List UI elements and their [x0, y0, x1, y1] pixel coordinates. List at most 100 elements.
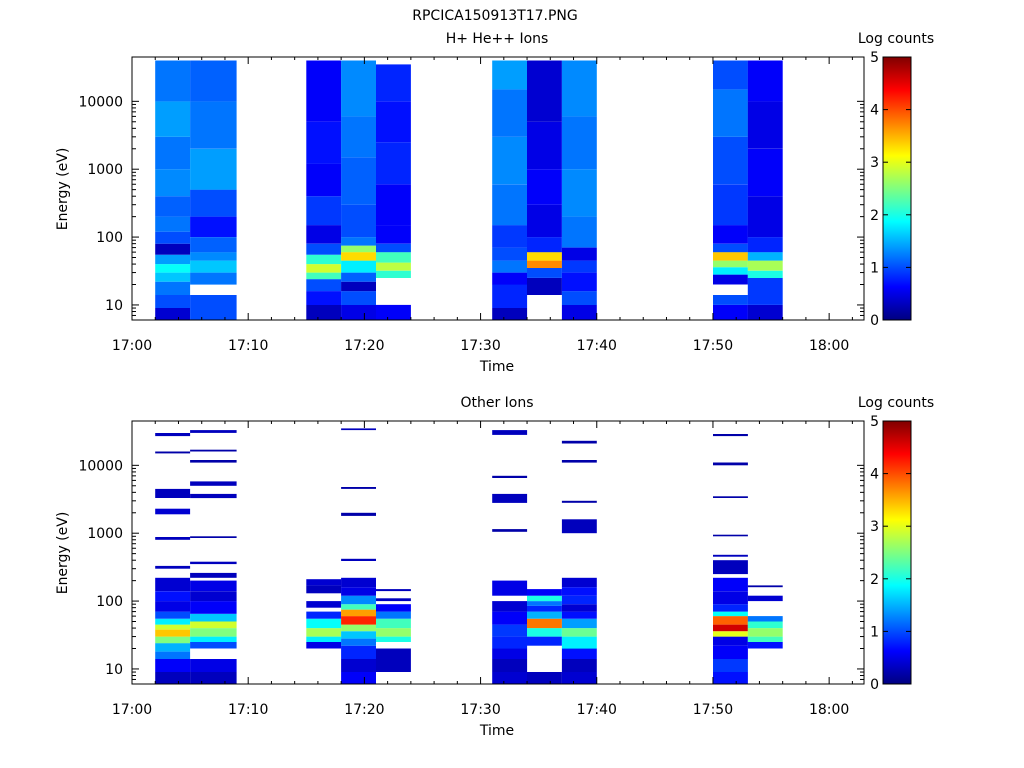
panel-2-ylabel: Energy (eV) — [55, 512, 71, 595]
heatmap-cell — [341, 291, 376, 305]
heatmap-cell — [713, 252, 748, 261]
heatmap-cell — [492, 659, 528, 672]
heatmap-cell — [561, 659, 597, 672]
heatmap-cell — [155, 433, 191, 437]
heatmap-cell — [341, 252, 376, 261]
heatmap-cell — [376, 270, 411, 278]
colorbar-tick-label: 1 — [870, 260, 879, 276]
heatmap-cell — [190, 536, 237, 538]
heatmap-cell — [306, 611, 342, 619]
heatmap-cell — [492, 475, 528, 478]
heatmap-cell — [190, 272, 237, 285]
colorbar-tick-label: 4 — [870, 467, 879, 483]
heatmap-cell — [155, 565, 191, 569]
heatmap-cell — [492, 272, 528, 285]
colorbar-tick-label: 4 — [870, 103, 879, 119]
colorbar-tick-label: 0 — [870, 313, 879, 329]
heatmap-cell — [155, 601, 191, 612]
figure-title: RPCICA150913T17.PNG — [412, 8, 577, 24]
heatmap-cell — [713, 636, 748, 646]
x-tick-label: 18:00 — [809, 338, 849, 354]
heatmap-cell — [713, 496, 748, 498]
x-tick-label: 17:00 — [112, 338, 152, 354]
heatmap-cell — [341, 60, 376, 117]
heatmap-cell — [492, 580, 528, 596]
panel-2-colorbar-ticks: 0 1 2 3 4 5 — [870, 414, 911, 693]
heatmap-cell — [561, 169, 597, 217]
heatmap-cell — [492, 184, 528, 226]
panel-2-x-axis: 17:00 17:10 17:20 17:30 17:40 17:50 18:00 — [112, 421, 853, 718]
heatmap-cell — [713, 295, 748, 305]
heatmap-cell — [713, 462, 748, 466]
heatmap-cell — [713, 616, 748, 625]
y-tick-label: 10 — [105, 662, 123, 678]
panel-1-colorbar-label: Log counts — [858, 31, 934, 47]
x-tick-label: 17:30 — [460, 338, 500, 354]
heatmap-cell — [713, 560, 748, 575]
heatmap-cell — [306, 291, 342, 305]
heatmap-cell — [155, 659, 191, 672]
heatmap-cell — [376, 184, 411, 226]
heatmap-cell — [713, 274, 748, 285]
heatmap-cell — [492, 672, 528, 684]
heatmap-cell — [190, 561, 237, 565]
heatmap-cell — [527, 260, 562, 268]
heatmap-cell — [561, 604, 597, 612]
heatmap-cell — [155, 243, 191, 255]
heatmap-cell — [155, 136, 191, 170]
heatmap-cell — [190, 672, 237, 684]
heatmap-cell — [155, 629, 191, 637]
heatmap-cell — [747, 304, 783, 320]
heatmap-cell — [341, 645, 376, 659]
heatmap-cell — [492, 648, 528, 659]
y-tick-label: 10000 — [78, 458, 123, 474]
y-tick-label: 1000 — [87, 526, 123, 542]
heatmap-cell — [306, 121, 342, 164]
heatmap-cell — [190, 460, 237, 463]
heatmap-cell — [190, 295, 237, 320]
heatmap-cell — [341, 428, 376, 431]
heatmap-cell — [527, 60, 562, 122]
panel-1-cells — [155, 60, 783, 320]
heatmap-cell — [155, 264, 191, 273]
heatmap-cell — [747, 270, 783, 278]
heatmap-cell — [561, 247, 597, 261]
heatmap-cell — [341, 281, 376, 292]
heatmap-cell — [190, 148, 237, 190]
colorbar-tick-label: 3 — [870, 155, 879, 171]
heatmap-cell — [155, 611, 191, 619]
heatmap-cell — [341, 659, 376, 672]
heatmap-cell — [306, 60, 342, 122]
heatmap-cell — [190, 641, 237, 649]
heatmap-cell — [155, 169, 191, 197]
heatmap-cell — [190, 60, 237, 102]
heatmap-cell — [713, 611, 748, 617]
heatmap-cell — [376, 252, 411, 263]
heatmap-cell — [561, 272, 597, 292]
heatmap-cell — [341, 272, 376, 282]
heatmap-cell — [306, 254, 342, 265]
heatmap-cell — [713, 659, 748, 672]
heatmap-cell — [561, 519, 597, 534]
heatmap-cell — [190, 481, 237, 486]
heatmap-cell — [341, 116, 376, 158]
heatmap-cell — [155, 618, 191, 625]
heatmap-cell — [190, 572, 237, 578]
heatmap-cell — [561, 672, 597, 684]
heatmap-cell — [713, 260, 748, 268]
heatmap-cell — [376, 142, 411, 185]
heatmap-cell — [155, 624, 191, 630]
panel-1-y-axis: 10 100 1000 10000 — [78, 94, 864, 321]
heatmap-cell — [190, 252, 237, 261]
heatmap-cell — [713, 243, 748, 253]
heatmap-cell — [713, 645, 748, 659]
panel-2-plot-frame — [131, 420, 865, 685]
heatmap-cell — [561, 216, 597, 248]
heatmap-cell — [155, 272, 191, 282]
heatmap-cell — [341, 157, 376, 205]
heatmap-cell — [713, 434, 748, 437]
panel-1-colorbar — [882, 56, 912, 321]
heatmap-cell — [341, 616, 376, 625]
heatmap-cell — [376, 101, 411, 143]
heatmap-cell — [341, 204, 376, 238]
